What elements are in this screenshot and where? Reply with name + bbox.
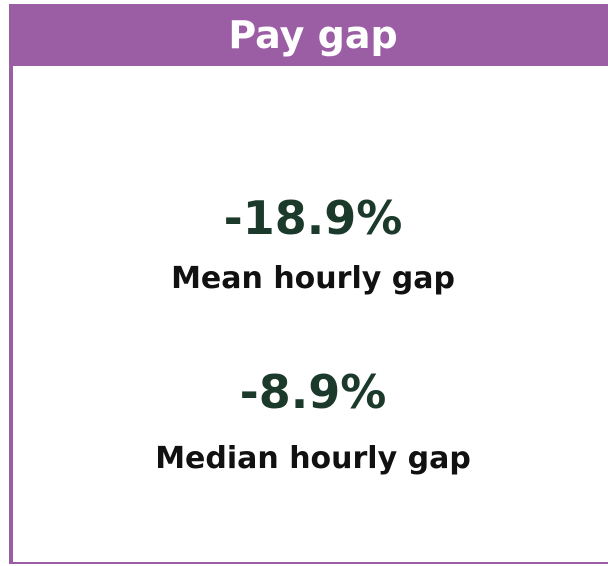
median-value: -8.9% bbox=[239, 365, 387, 419]
mean-value: -18.9% bbox=[223, 191, 403, 245]
header-title: Pay gap bbox=[13, 5, 608, 66]
median-label: Median hourly gap bbox=[155, 441, 471, 476]
pay-gap-card: Pay gap -18.9% Mean hourly gap -8.9% Med… bbox=[9, 4, 608, 564]
mean-label: Mean hourly gap bbox=[171, 261, 455, 296]
